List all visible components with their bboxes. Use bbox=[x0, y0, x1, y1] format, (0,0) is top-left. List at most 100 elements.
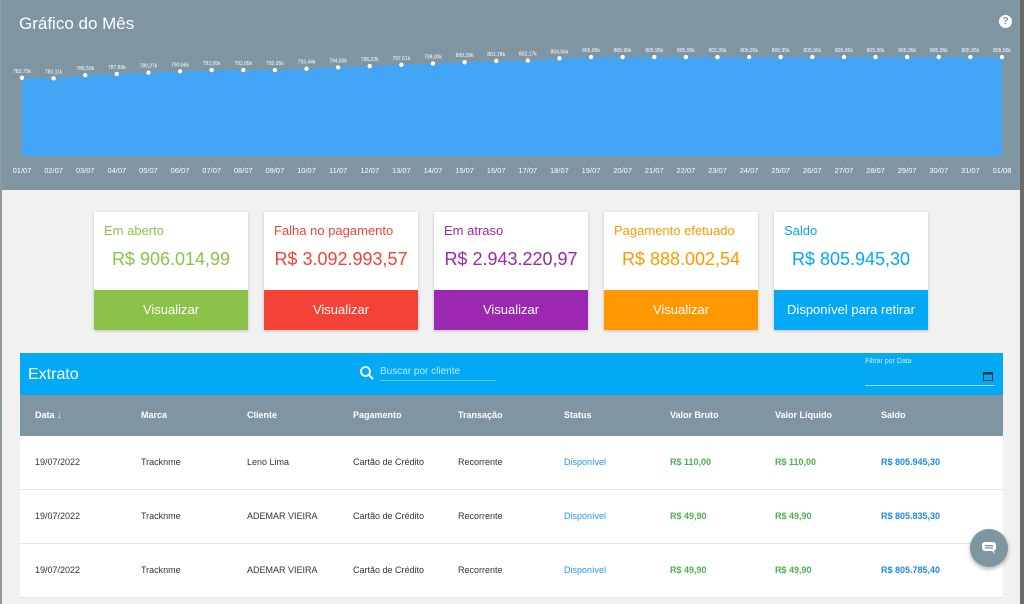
table-cell: Cartão de Crédito bbox=[353, 457, 425, 467]
chart-point[interactable] bbox=[271, 67, 278, 74]
search-icon bbox=[360, 366, 374, 380]
chart-data-label: 805,95k bbox=[803, 48, 821, 54]
column-header: Status bbox=[564, 410, 592, 420]
column-header: Valor Líquido bbox=[775, 410, 833, 420]
chart-point[interactable] bbox=[50, 75, 57, 82]
table-cell: R$ 49,90 bbox=[670, 511, 707, 521]
table-cell: R$ 805.785,40 bbox=[881, 565, 941, 575]
date-filter-input[interactable] bbox=[865, 368, 995, 386]
card-action-button[interactable]: Visualizar bbox=[604, 290, 758, 330]
chart-point[interactable] bbox=[177, 68, 184, 75]
chart-area-series bbox=[22, 57, 1002, 156]
x-axis-tick-label: 07/07 bbox=[202, 166, 221, 175]
chart-point[interactable] bbox=[113, 70, 120, 77]
table-cell: R$ 49,90 bbox=[670, 565, 707, 575]
chart-data-label: 802,17k bbox=[519, 52, 537, 58]
chart-point[interactable] bbox=[303, 65, 310, 72]
chart-data-label: 805,95k bbox=[993, 48, 1011, 54]
chart-point[interactable] bbox=[872, 54, 879, 61]
extrato-header: Extrato Filtrar por Data bbox=[20, 353, 1003, 395]
chart-point[interactable] bbox=[682, 54, 689, 61]
column-header[interactable]: Data ↓ bbox=[35, 410, 62, 420]
table-row[interactable]: 19/07/2022 Tracknme Leno Lima Cartão de Cré… bbox=[20, 436, 1003, 490]
chart-data-label: 797,61k bbox=[392, 56, 410, 62]
chart-point[interactable] bbox=[240, 67, 247, 74]
table-cell: Recorrente bbox=[458, 565, 503, 575]
chart-data-label: 805,95k bbox=[709, 48, 727, 54]
chart-data-label: 805,95k bbox=[677, 48, 695, 54]
x-axis-tick-label: 28/07 bbox=[866, 166, 885, 175]
card-value: R$ 888.002,54 bbox=[621, 249, 741, 269]
chart-data-label: 805,95k bbox=[645, 48, 663, 54]
chart-point[interactable] bbox=[840, 54, 847, 61]
calendar-icon[interactable] bbox=[983, 371, 993, 381]
chart-data-label: 805,95k bbox=[614, 48, 632, 54]
summary-card: Saldo R$ 805.945,30 Disponível para retira… bbox=[774, 212, 928, 330]
chart-point[interactable] bbox=[493, 57, 500, 64]
chart-point[interactable] bbox=[967, 54, 974, 61]
chart-point[interactable] bbox=[556, 55, 563, 62]
table-row[interactable]: 19/07/2022 Tracknme ADEMAR VIEIRA Cartão de… bbox=[20, 544, 1003, 598]
card-value: R$ 805.945,30 bbox=[791, 249, 911, 269]
chart-point[interactable] bbox=[935, 54, 942, 61]
chart-point[interactable] bbox=[904, 54, 911, 61]
table-cell: Recorrente bbox=[458, 457, 503, 467]
chart-point[interactable] bbox=[588, 54, 595, 61]
x-axis-tick-label: 20/07 bbox=[613, 166, 632, 175]
chart-point[interactable] bbox=[366, 63, 373, 70]
chart-data-label: 783,11k bbox=[45, 69, 63, 75]
chart-data-label: 805,95k bbox=[898, 48, 916, 54]
extrato-table-header: Data ↓ Marca Cliente Pagamento Transação Stat… bbox=[20, 395, 1003, 436]
chart-point[interactable] bbox=[746, 54, 753, 61]
card-action-button[interactable]: Visualizar bbox=[264, 290, 418, 330]
card-title: Pagamento efetuado bbox=[614, 223, 735, 238]
card-action-button[interactable]: Visualizar bbox=[434, 290, 588, 330]
chart-point[interactable] bbox=[999, 54, 1006, 61]
chart-point[interactable] bbox=[651, 54, 658, 61]
x-axis-tick-label: 16/07 bbox=[487, 166, 506, 175]
card-action-button[interactable]: Visualizar bbox=[94, 290, 248, 330]
x-axis-tick-label: 04/07 bbox=[107, 166, 126, 175]
x-axis-tick-label: 09/07 bbox=[266, 166, 285, 175]
chart-data-label: 804,56k bbox=[551, 49, 569, 55]
date-filter-label: Filtrar por Data bbox=[865, 358, 912, 365]
chart-point[interactable] bbox=[777, 54, 784, 61]
x-axis-tick-label: 10/07 bbox=[297, 166, 316, 175]
chart-data-label: 796,22k bbox=[361, 57, 379, 63]
chart-point[interactable] bbox=[714, 54, 721, 61]
card-action-button[interactable]: Disponível para retirar bbox=[774, 290, 928, 330]
chart-data-label: 790,66k bbox=[171, 62, 189, 68]
monthly-chart-panel: Gráfico do Mês ? 783,72k 01/07 783,11k 02/0… bbox=[2, 0, 1020, 190]
chart-point[interactable] bbox=[18, 74, 25, 81]
chart-title: Gráfico do Mês bbox=[19, 14, 135, 33]
x-axis-tick-label: 31/07 bbox=[961, 166, 980, 175]
column-header: Cliente bbox=[247, 410, 278, 420]
chart-point[interactable] bbox=[461, 59, 468, 66]
chart-point[interactable] bbox=[398, 61, 405, 68]
search-client-input[interactable] bbox=[380, 363, 496, 381]
chart-point[interactable] bbox=[208, 67, 215, 74]
chart-point[interactable] bbox=[145, 69, 152, 76]
chart-point[interactable] bbox=[619, 54, 626, 61]
table-cell: R$ 110,00 bbox=[775, 457, 817, 467]
chart-data-label: 786,50k bbox=[76, 66, 94, 72]
help-icon[interactable]: ? bbox=[999, 15, 1012, 28]
column-header: Transação bbox=[458, 410, 503, 420]
chart-point[interactable] bbox=[335, 64, 342, 71]
x-axis-tick-label: 18/07 bbox=[550, 166, 569, 175]
card-title: Falha no pagamento bbox=[274, 223, 394, 238]
x-axis-tick-label: 30/07 bbox=[929, 166, 948, 175]
chart-data-label: 794,83k bbox=[329, 58, 347, 64]
chart-data-label: 805,95k bbox=[740, 48, 758, 54]
chart-point[interactable] bbox=[809, 54, 816, 61]
x-axis-tick-label: 17/07 bbox=[518, 166, 537, 175]
chart-point[interactable] bbox=[82, 72, 89, 79]
table-cell: R$ 110,00 bbox=[670, 457, 712, 467]
chart-point[interactable] bbox=[429, 60, 436, 67]
chat-button[interactable] bbox=[970, 529, 1008, 567]
x-axis-tick-label: 21/07 bbox=[645, 166, 664, 175]
card-title: Em aberto bbox=[104, 223, 164, 238]
table-row[interactable]: 19/07/2022 Tracknme ADEMAR VIEIRA Cartão de… bbox=[20, 490, 1003, 544]
chart-point[interactable] bbox=[524, 57, 531, 64]
x-axis-tick-label: 29/07 bbox=[898, 166, 917, 175]
